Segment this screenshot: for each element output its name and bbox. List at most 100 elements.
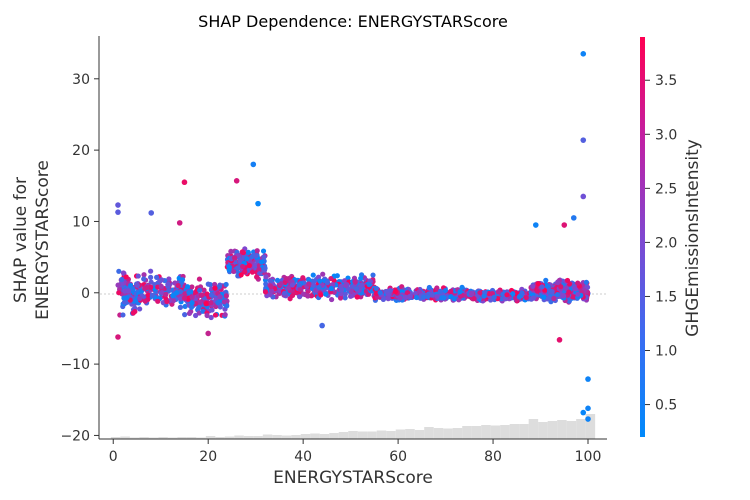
- data-point: [310, 272, 316, 278]
- data-point: [209, 307, 215, 313]
- data-point-outlier: [561, 222, 568, 228]
- data-point-outlier: [580, 193, 587, 200]
- histogram-bar: [538, 422, 548, 439]
- data-point: [353, 286, 360, 292]
- data-point: [222, 312, 228, 318]
- data-point-outlier: [255, 200, 261, 207]
- data-point: [177, 304, 183, 310]
- data-point: [246, 262, 252, 269]
- histogram-bar: [509, 424, 520, 439]
- data-point: [477, 290, 483, 296]
- data-point: [495, 289, 501, 295]
- data-point: [212, 285, 218, 291]
- data-point: [402, 294, 409, 301]
- data-point: [278, 281, 284, 287]
- data-point-outlier: [233, 177, 240, 184]
- histogram-bar: [177, 437, 187, 439]
- data-point: [208, 314, 214, 321]
- data-point: [268, 284, 274, 290]
- data-point: [289, 282, 295, 288]
- data-point: [245, 249, 251, 255]
- data-point-outlier: [250, 161, 257, 168]
- data-point: [337, 295, 344, 301]
- data-point: [182, 312, 188, 318]
- data-point-outlier: [532, 222, 539, 228]
- data-point: [334, 273, 340, 279]
- x-tick-label: 100: [575, 449, 602, 465]
- data-point-outlier: [205, 330, 211, 337]
- data-point: [141, 272, 147, 278]
- data-point: [120, 270, 127, 276]
- data-point: [510, 291, 516, 297]
- histogram-bar: [319, 434, 330, 439]
- data-point: [354, 294, 360, 300]
- histogram-bar: [329, 433, 339, 439]
- data-point: [116, 268, 122, 274]
- colorbar-label: GHGEmissionsIntensity: [683, 139, 703, 337]
- data-point: [254, 274, 260, 280]
- data-point: [203, 301, 209, 307]
- data-point: [166, 276, 172, 282]
- data-point: [224, 303, 230, 309]
- data-point: [358, 275, 364, 281]
- data-point: [338, 287, 345, 293]
- data-point: [530, 283, 536, 289]
- data-point: [373, 285, 379, 291]
- data-point: [260, 248, 267, 254]
- data-point: [328, 285, 334, 292]
- data-point: [263, 274, 269, 280]
- data-point: [196, 276, 203, 282]
- data-point-outlier: [580, 137, 587, 143]
- data-point: [159, 290, 165, 296]
- histogram-bar: [224, 436, 235, 439]
- data-point-outlier: [570, 215, 577, 221]
- data-point: [261, 254, 267, 260]
- data-point: [342, 278, 348, 284]
- data-point: [232, 255, 238, 261]
- data-point: [155, 298, 161, 304]
- histogram-bar: [395, 429, 406, 439]
- histogram-bar: [262, 434, 273, 439]
- data-point: [242, 269, 248, 275]
- histogram-bar: [405, 429, 415, 439]
- data-point: [318, 292, 324, 298]
- data-point: [558, 284, 564, 290]
- data-point: [416, 288, 423, 295]
- histogram-bar: [462, 426, 472, 439]
- colorbar-tick-label: 3.0: [655, 127, 677, 143]
- data-point: [239, 249, 245, 255]
- data-point: [186, 310, 193, 317]
- data-point: [208, 300, 214, 306]
- histogram-bar: [281, 435, 292, 439]
- data-point: [328, 275, 334, 282]
- data-point: [573, 286, 579, 292]
- data-point: [149, 292, 155, 298]
- y-tick-label: −10: [60, 357, 90, 373]
- y-tick-label: 20: [72, 143, 90, 159]
- data-point: [425, 294, 431, 300]
- data-point: [212, 312, 219, 318]
- histogram-bar: [243, 436, 254, 439]
- data-point-outlier: [148, 210, 155, 216]
- data-point-outlier: [115, 334, 121, 340]
- data-point: [253, 253, 259, 259]
- data-point: [555, 279, 561, 286]
- histogram-bar: [205, 436, 216, 439]
- data-point: [442, 287, 449, 294]
- data-point: [189, 284, 195, 290]
- data-point: [414, 294, 420, 301]
- data-point: [239, 263, 246, 270]
- data-point-outlier: [585, 416, 591, 422]
- data-point: [223, 281, 229, 288]
- data-point: [539, 284, 545, 290]
- data-point-outlier: [181, 179, 188, 186]
- data-point: [289, 292, 296, 299]
- data-point: [412, 290, 419, 297]
- data-point: [317, 278, 323, 284]
- x-axis-label: ENERGYSTARScore: [273, 468, 433, 488]
- data-point: [329, 296, 335, 303]
- colorbar-tick-label: 1.0: [655, 344, 677, 360]
- histogram-bar: [500, 425, 510, 439]
- data-point: [380, 296, 386, 302]
- data-point-outlier: [580, 409, 587, 416]
